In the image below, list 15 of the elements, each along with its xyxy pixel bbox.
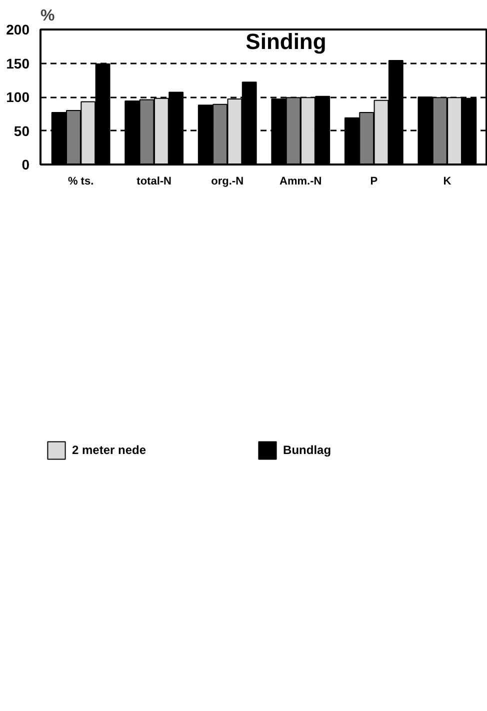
- y-tick-label: 50: [14, 122, 30, 139]
- x-tick-label: org.-N: [211, 176, 244, 188]
- y-tick-label: 0: [22, 156, 30, 172]
- x-tick-label: P: [370, 176, 378, 188]
- y-tick-label: 200: [6, 22, 30, 38]
- x-tick-label: % ts.: [68, 176, 94, 188]
- y-axis-title: %: [40, 8, 55, 24]
- legend-label: Bundlag: [283, 443, 332, 457]
- x-tick-label: K: [443, 176, 452, 188]
- y-tick-label: 150: [6, 55, 30, 72]
- y-tick-label: 100: [6, 89, 30, 105]
- chart-title: Sinding: [246, 28, 326, 54]
- legend-label: 2 meter nede: [72, 443, 146, 457]
- x-tick-label: Amm.-N: [280, 176, 322, 188]
- x-tick-label: total-N: [136, 176, 172, 188]
